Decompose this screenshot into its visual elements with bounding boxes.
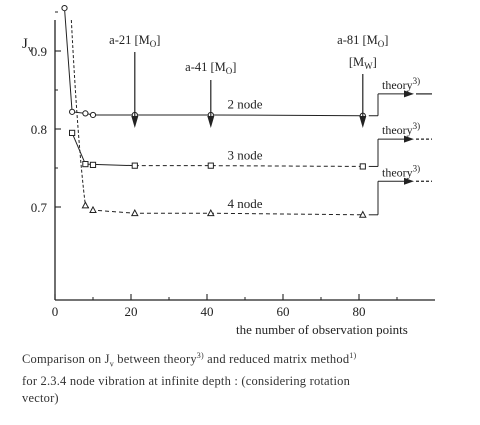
series-2-node-point xyxy=(82,110,89,117)
ticks: 0 20 40 60 80 0.7 0.8 0.9 xyxy=(31,11,398,319)
theory-label-2-node: theory3) xyxy=(382,76,420,92)
theory-label-4-node: theory3) xyxy=(382,163,420,179)
annotation-subscript: W xyxy=(364,61,373,71)
series-3-node-point xyxy=(207,162,214,169)
y-tick-label: 0.8 xyxy=(31,122,47,137)
series-4-node-line xyxy=(85,205,363,216)
series-2-node-point xyxy=(69,108,76,115)
annotation-text: a-21 [M xyxy=(109,33,150,47)
annotation-subscript: O xyxy=(150,39,157,49)
annotation-subscript: O xyxy=(378,39,385,49)
series-4-node-point xyxy=(358,210,367,218)
series-4-node-steep-line xyxy=(70,19,86,206)
y-tick-label: 0.9 xyxy=(31,44,47,59)
annotation-layer: a-21 [MO]a-41 [MO]a-81 [MO][MW] xyxy=(109,33,388,128)
annotation-arrowhead xyxy=(359,116,367,128)
series-3-node-point xyxy=(89,161,97,168)
annotation-text: ] xyxy=(232,60,236,74)
series-3-node-label: 3 node xyxy=(227,147,262,162)
x-tick-label: 60 xyxy=(277,304,290,319)
series-layer: 2 node 3 node 4 node xyxy=(61,5,367,218)
annotation-a-21: a-21 [MO] xyxy=(109,33,160,49)
theory-ref-superscript: 3) xyxy=(413,163,421,173)
annotation-text: ] xyxy=(156,33,160,47)
theory-arrowhead-4-node xyxy=(404,177,414,185)
annotation-arrowhead xyxy=(131,116,139,128)
y-tick-label: 0.7 xyxy=(31,200,48,215)
x-tick-label: 80 xyxy=(353,304,366,319)
series-4-node-point xyxy=(89,205,97,214)
series-4-node-label: 4 node xyxy=(227,196,262,211)
annotation-arrowhead xyxy=(207,116,215,128)
annotation-text: [M xyxy=(349,55,364,69)
series-2-node-label: 2 node xyxy=(227,97,262,112)
annotation-a-41: a-41 [MO] xyxy=(185,60,236,76)
annotation-a-81-extra: [MW] xyxy=(349,55,377,71)
series-4-node-point xyxy=(206,208,215,217)
theory-ref-superscript: 3) xyxy=(413,121,421,131)
series-3-node-point xyxy=(82,161,89,168)
series-3-node-point xyxy=(131,162,138,169)
series-3-node-point xyxy=(69,129,76,137)
x-tick-label: 40 xyxy=(201,304,214,319)
x-tick-label: 20 xyxy=(125,304,138,319)
annotation-subscript: O xyxy=(226,66,233,76)
x-axis-title: the number of observation points xyxy=(236,322,408,337)
series-3-node-line xyxy=(134,165,363,167)
annotation-text: ] xyxy=(373,55,377,69)
theory-label-3-node: theory3) xyxy=(382,121,420,137)
caption-line-3: vector) xyxy=(22,390,59,405)
theory-ref-superscript: 3) xyxy=(413,76,421,86)
caption-line-1: Comparison on Jv between theory3) and re… xyxy=(22,351,357,369)
series-2-node-point xyxy=(61,5,68,12)
caption-line-2: for 2.3.4 node vibration at infinite dep… xyxy=(22,373,351,388)
series-3-node-point xyxy=(359,163,366,170)
theory-arrowhead-2-node xyxy=(404,90,414,98)
series-4-node-point xyxy=(130,208,139,217)
y-axis-title: Jv xyxy=(22,36,33,55)
annotation-text: a-81 [M xyxy=(337,33,378,47)
annotation-text: a-41 [M xyxy=(185,60,226,74)
chart: 0 20 40 60 80 0.7 0.8 0.9 2 node 3 node 4 node th… xyxy=(22,5,435,337)
series-3-node-line xyxy=(71,132,86,165)
x-tick-label: 0 xyxy=(52,304,59,319)
figure-caption: Comparison on Jv between theory3) and re… xyxy=(22,347,462,407)
series-4-node-point xyxy=(81,201,90,209)
series-2-node-point xyxy=(89,111,97,119)
theory-layer: theory3) theory3) theory3) xyxy=(368,76,432,216)
theory-arrowhead-3-node xyxy=(404,135,414,143)
annotation-a-81: a-81 [MO] xyxy=(337,33,388,49)
annotation-text: ] xyxy=(384,33,388,47)
